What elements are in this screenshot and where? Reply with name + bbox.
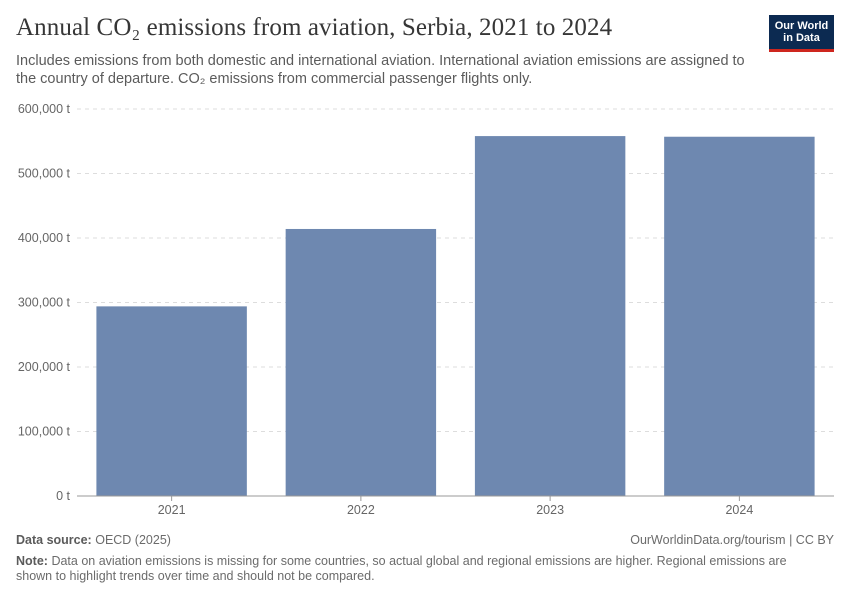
y-axis-ticks: 0 t 100,000 t 200,000 t 300,000 t 400,000 t 5… (18, 102, 71, 503)
y-tick-label: 200,000 t (18, 360, 71, 374)
x-axis-ticks: 2021 2022 2023 2024 (158, 496, 753, 517)
data-source-link[interactable]: OECD (2025) (95, 533, 171, 547)
note-text: Data on aviation emissions is missing fo… (16, 554, 787, 583)
x-tick-label: 2022 (347, 503, 375, 517)
x-tick-label: 2021 (158, 503, 186, 517)
y-tick-label: 0 t (56, 489, 70, 503)
y-tick-label: 600,000 t (18, 102, 71, 116)
grid-lines (77, 108, 834, 432)
y-tick-label: 100,000 t (18, 425, 71, 439)
bar-2023[interactable] (474, 136, 626, 496)
note-label: Note: (16, 554, 48, 568)
data-source-label: Data source: (16, 533, 92, 547)
bar-2024[interactable] (664, 136, 815, 497)
logo-line-1: Our World (774, 20, 829, 32)
logo-line-2: in Data (783, 32, 820, 44)
bar-2021[interactable] (96, 306, 247, 496)
y-tick-label: 300,000 t (18, 296, 71, 310)
chart-subtitle: Includes emissions from both domestic an… (16, 53, 745, 87)
x-tick-label: 2024 (725, 503, 753, 517)
data-source: Data source: OECD (2025) (16, 533, 171, 547)
bars (96, 136, 815, 497)
owid-logo[interactable]: Our World in Data (769, 15, 834, 52)
y-tick-label: 500,000 t (18, 167, 71, 181)
bar-2022[interactable] (285, 228, 437, 496)
license-link[interactable]: OurWorldinData.org/tourism | CC BY (630, 533, 834, 547)
y-tick-label: 400,000 t (18, 231, 71, 245)
chart-title: Annual CO₂ emissions from aviation, Serb… (16, 14, 613, 41)
chart-note: Note: Data on aviation emissions is miss… (16, 554, 816, 584)
x-tick-label: 2023 (536, 503, 564, 517)
